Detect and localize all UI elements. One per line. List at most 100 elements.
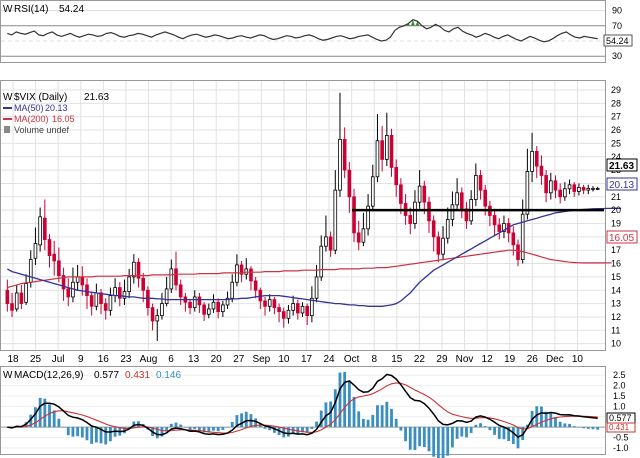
macd-hist-bar <box>66 427 70 436</box>
candle-up <box>338 139 342 191</box>
date-label: 6 <box>168 354 174 365</box>
price-legend: W $VIX (Daily) 21.63 MA(50) 20.13 MA(200… <box>3 92 109 135</box>
macd-hist-bar <box>38 397 42 428</box>
candle-down <box>239 264 244 275</box>
macd-hist-bar <box>160 427 164 437</box>
rsi-yaxis: 90705030 <box>612 6 622 62</box>
candle-down <box>436 236 441 255</box>
date-label: 20 <box>211 354 223 365</box>
macd-hist-bar <box>507 427 511 441</box>
price-ytick-label: 25 <box>611 138 621 148</box>
macd-hist-bar <box>287 427 290 437</box>
macd-hist-bar <box>511 427 515 445</box>
price-ytick-label: 15 <box>611 272 621 282</box>
macd-hist-bar <box>357 411 361 428</box>
rsi-ytick-label: 90 <box>612 6 622 16</box>
macd-hist-bar <box>446 427 450 456</box>
candle-up <box>549 180 553 194</box>
macd-hist-bar <box>268 427 272 431</box>
macd-hist-bar <box>371 414 375 428</box>
candle-down <box>216 301 220 313</box>
candle-up <box>567 184 572 190</box>
candle-down <box>89 295 94 307</box>
macd-hist-bar <box>596 427 600 430</box>
macd-hist-bar <box>207 427 211 433</box>
candle-up <box>14 292 19 310</box>
macd-hist-bar <box>465 427 468 438</box>
macd-hist-bar <box>362 418 365 428</box>
candle-down <box>150 307 155 322</box>
macd-hist-bar <box>113 427 117 437</box>
macd-hist-bar <box>155 427 159 439</box>
macd-hist-bar <box>469 427 473 433</box>
candle-down <box>581 187 586 191</box>
rsi-line <box>7 19 598 43</box>
price-ytick-label: 27 <box>611 112 621 122</box>
candle-up <box>563 188 567 198</box>
macd-hist-bar <box>568 423 571 428</box>
macd-hist-bar <box>329 401 333 428</box>
date-label: 8 <box>371 354 377 365</box>
macd-hist-bar <box>244 411 248 428</box>
candle-down <box>66 288 71 298</box>
ma50-line <box>6 207 622 307</box>
macd-signal-value: 0.431 <box>125 370 150 381</box>
rsi-grid <box>1 10 605 57</box>
date-label: 17 <box>301 354 313 365</box>
candle-down <box>408 215 413 224</box>
candle-down <box>5 289 10 305</box>
candle-down <box>188 301 192 309</box>
candle-down <box>249 268 253 282</box>
macd-hist-bar <box>202 427 206 433</box>
price-ytick-label: 24 <box>611 152 621 162</box>
macd-hist-bar <box>343 371 347 428</box>
macd-hist-bar <box>347 380 351 428</box>
macd-hist-bar <box>497 427 501 439</box>
macd-hist-bar <box>71 427 75 437</box>
candle-down <box>277 307 281 313</box>
candle-up <box>375 140 380 178</box>
candle-up <box>155 315 160 322</box>
macd-hist-bar <box>188 427 192 430</box>
macd-legend: W MACD(12,26,9) 0.577 0.431 0.146 <box>3 370 181 381</box>
macd-hist-bar <box>212 427 215 431</box>
candle-down <box>558 189 562 198</box>
macd-hist-bar <box>305 427 309 433</box>
candle-up <box>75 276 80 283</box>
candle-down <box>197 296 202 306</box>
candle-up <box>206 308 211 315</box>
candle-down <box>553 180 558 191</box>
candle-up <box>230 281 235 299</box>
macd-hist-bar <box>525 424 529 428</box>
candle-down <box>296 303 300 314</box>
macd-hist-bar <box>62 427 65 428</box>
macd-hist-bar <box>352 396 356 428</box>
macd-hist-bar <box>441 427 445 458</box>
candle-down <box>544 175 548 194</box>
macd-hist-bar <box>221 427 225 430</box>
candle-down <box>253 280 258 291</box>
macd-hist-bar <box>493 427 496 435</box>
macd-ytick-label: 1.5 <box>613 391 626 401</box>
price-ytick-label: 11 <box>611 325 620 335</box>
macd-hist-bar <box>366 419 370 428</box>
macd-hist-bar <box>123 427 126 434</box>
candle-up <box>370 176 375 207</box>
candle-down <box>356 232 361 243</box>
macd-hist-bar <box>488 427 492 431</box>
candle-up <box>455 192 459 206</box>
volume-legend-swatch <box>4 126 10 133</box>
macd-hist-bar <box>544 411 548 428</box>
candle-up <box>192 296 197 309</box>
candle-up <box>324 236 328 247</box>
candle-down <box>427 201 431 222</box>
candle-down <box>342 139 347 171</box>
candle-down <box>202 304 206 315</box>
candle-up <box>474 175 478 200</box>
candle-up <box>94 292 99 307</box>
macd-hist-bar <box>380 405 384 428</box>
macd-hist-bar <box>338 372 342 428</box>
candle-down <box>431 220 436 238</box>
macd-hist-bar <box>436 427 440 458</box>
